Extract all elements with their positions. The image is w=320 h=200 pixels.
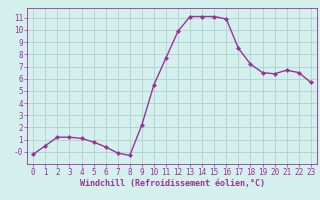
X-axis label: Windchill (Refroidissement éolien,°C): Windchill (Refroidissement éolien,°C) xyxy=(79,179,265,188)
